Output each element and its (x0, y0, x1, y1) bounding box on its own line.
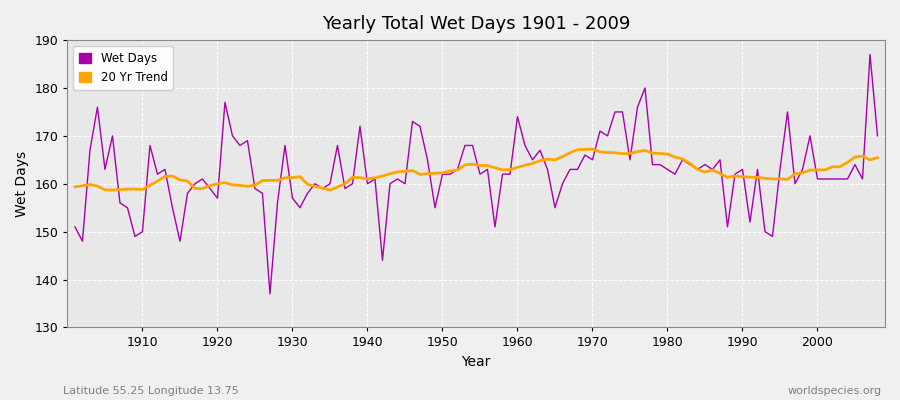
X-axis label: Year: Year (462, 355, 490, 369)
Legend: Wet Days, 20 Yr Trend: Wet Days, 20 Yr Trend (74, 46, 174, 90)
Text: worldspecies.org: worldspecies.org (788, 386, 882, 396)
Title: Yearly Total Wet Days 1901 - 2009: Yearly Total Wet Days 1901 - 2009 (322, 15, 630, 33)
Text: Latitude 55.25 Longitude 13.75: Latitude 55.25 Longitude 13.75 (63, 386, 238, 396)
Y-axis label: Wet Days: Wet Days (15, 151, 29, 217)
